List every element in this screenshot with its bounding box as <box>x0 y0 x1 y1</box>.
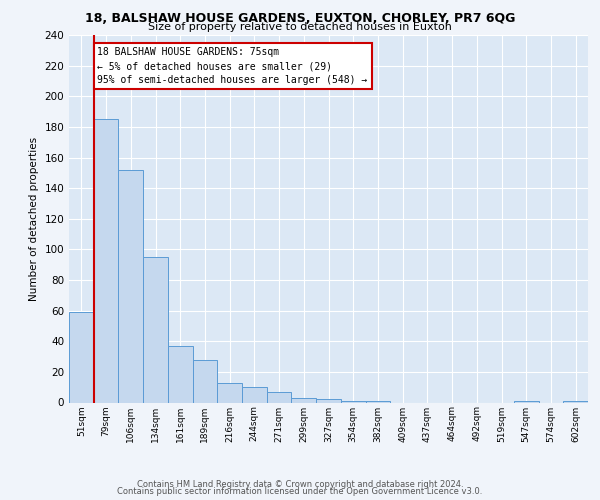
Bar <box>168 346 193 403</box>
Bar <box>217 382 242 402</box>
Bar <box>341 401 365 402</box>
Bar <box>563 401 588 402</box>
Y-axis label: Number of detached properties: Number of detached properties <box>29 136 39 301</box>
Text: Contains public sector information licensed under the Open Government Licence v3: Contains public sector information licen… <box>118 487 482 496</box>
Bar <box>69 312 94 402</box>
Bar <box>365 401 390 402</box>
Bar <box>94 119 118 403</box>
Bar <box>316 400 341 402</box>
Bar <box>143 257 168 402</box>
Bar <box>118 170 143 402</box>
Text: 18, BALSHAW HOUSE GARDENS, EUXTON, CHORLEY, PR7 6QG: 18, BALSHAW HOUSE GARDENS, EUXTON, CHORL… <box>85 12 515 26</box>
Text: Size of property relative to detached houses in Euxton: Size of property relative to detached ho… <box>148 22 452 32</box>
Bar <box>292 398 316 402</box>
Bar <box>267 392 292 402</box>
Text: 18 BALSHAW HOUSE GARDENS: 75sqm
← 5% of detached houses are smaller (29)
95% of : 18 BALSHAW HOUSE GARDENS: 75sqm ← 5% of … <box>97 48 368 86</box>
Bar <box>514 401 539 402</box>
Text: Contains HM Land Registry data © Crown copyright and database right 2024.: Contains HM Land Registry data © Crown c… <box>137 480 463 489</box>
Bar <box>193 360 217 403</box>
Bar <box>242 387 267 402</box>
